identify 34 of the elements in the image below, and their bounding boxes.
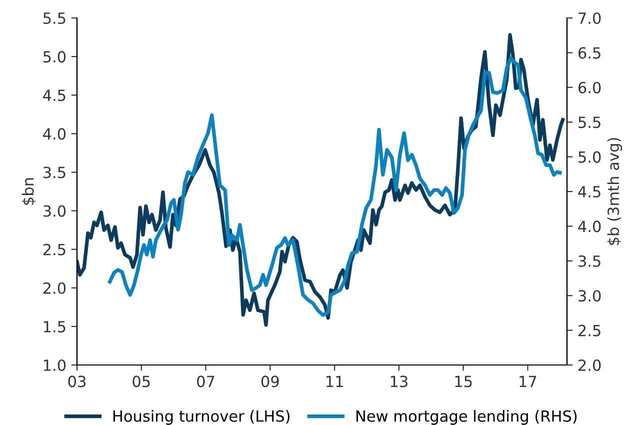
y-tick-label: 3.0 <box>43 205 66 217</box>
y-tick-label: 2.5 <box>43 244 66 256</box>
x-tick-label: 17 <box>520 376 536 388</box>
x-tick-label: 11 <box>326 376 343 388</box>
y2-tick-label: 6.0 <box>578 82 601 94</box>
y2-tick-label: 6.5 <box>578 47 600 59</box>
x-tick-label: 09 <box>261 376 279 388</box>
y2-tick-label: 3.0 <box>578 290 601 302</box>
y-axis-title: $bn <box>22 178 36 205</box>
x-tick-label: 15 <box>455 376 472 388</box>
y-tick-label: 3.5 <box>43 166 66 178</box>
y2-tick-label: 2.0 <box>578 359 601 372</box>
x-tick-label: 05 <box>132 376 150 388</box>
x-tick-label: 03 <box>68 376 86 388</box>
y-tick-label: 4.5 <box>43 90 66 102</box>
y-tick-label: 1.0 <box>44 359 66 372</box>
y2-tick-label: 7.0 <box>578 12 601 24</box>
y-tick-label: 1.5 <box>44 321 66 332</box>
legend-label: New mortgage lending (RHS) <box>356 410 577 425</box>
y2-tick-label: 5.0 <box>578 151 601 163</box>
y2-tick-label: 2.5 <box>578 324 600 336</box>
x-tick-label: 13 <box>390 376 408 388</box>
y2-tick-label: 4.0 <box>578 220 601 232</box>
y-tick-label: 5.0 <box>43 51 66 63</box>
line-series <box>108 56 562 317</box>
y2-axis-title: $b (3mth avg) <box>607 138 622 245</box>
x-tick-label: 07 <box>197 376 214 388</box>
y-tick-label: 5.5 <box>43 12 66 24</box>
y-tick-label: 4.0 <box>43 128 66 140</box>
y2-tick-label: 5.5 <box>578 116 600 128</box>
y2-tick-label: 4.5 <box>578 186 600 198</box>
legend-label: Housing turnover (LHS) <box>113 410 290 425</box>
y-tick-label: 2.0 <box>43 282 66 294</box>
y2-tick-label: 3.5 <box>578 255 600 267</box>
